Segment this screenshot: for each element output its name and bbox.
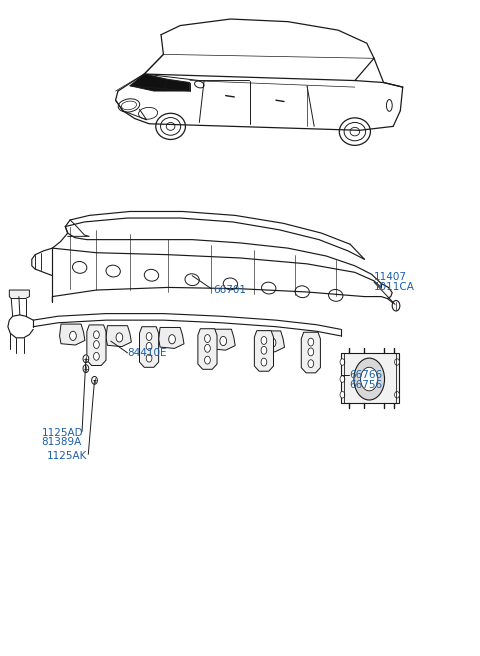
Ellipse shape	[295, 286, 310, 298]
Polygon shape	[254, 331, 274, 371]
Ellipse shape	[339, 118, 371, 146]
Polygon shape	[60, 324, 85, 345]
Circle shape	[204, 356, 210, 364]
Text: 1011CA: 1011CA	[374, 283, 415, 293]
Polygon shape	[210, 329, 235, 350]
Circle shape	[83, 355, 89, 363]
Circle shape	[340, 376, 345, 382]
Text: 66756: 66756	[349, 380, 382, 390]
Circle shape	[146, 342, 152, 350]
Ellipse shape	[144, 270, 158, 281]
Circle shape	[204, 344, 210, 352]
Text: 84410E: 84410E	[128, 348, 167, 358]
Circle shape	[94, 340, 99, 348]
Polygon shape	[9, 290, 29, 298]
Text: 66766: 66766	[349, 370, 382, 380]
Polygon shape	[259, 331, 285, 352]
Circle shape	[261, 337, 267, 344]
Circle shape	[261, 346, 267, 354]
Circle shape	[146, 354, 152, 362]
Circle shape	[308, 359, 314, 367]
Circle shape	[340, 359, 345, 365]
Ellipse shape	[72, 262, 87, 274]
Circle shape	[70, 331, 76, 340]
Ellipse shape	[262, 282, 276, 294]
Circle shape	[308, 338, 314, 346]
Circle shape	[94, 331, 99, 338]
Circle shape	[308, 348, 314, 356]
Circle shape	[395, 392, 399, 398]
Circle shape	[146, 333, 152, 340]
Polygon shape	[340, 353, 399, 403]
Text: 1125AK: 1125AK	[47, 451, 87, 461]
Polygon shape	[87, 325, 106, 365]
Polygon shape	[130, 74, 190, 91]
Text: 81389A: 81389A	[41, 437, 82, 447]
Circle shape	[340, 392, 345, 398]
Polygon shape	[198, 329, 217, 369]
Circle shape	[116, 333, 123, 342]
Circle shape	[261, 358, 267, 366]
Text: 1125AD: 1125AD	[41, 428, 83, 438]
Ellipse shape	[185, 274, 199, 285]
Circle shape	[220, 337, 227, 346]
Text: 11407: 11407	[374, 272, 407, 282]
Polygon shape	[140, 327, 158, 367]
Polygon shape	[301, 332, 321, 373]
Ellipse shape	[106, 265, 120, 277]
Circle shape	[92, 377, 97, 384]
Ellipse shape	[156, 113, 185, 140]
Ellipse shape	[223, 278, 238, 290]
Ellipse shape	[328, 289, 343, 301]
Circle shape	[392, 300, 400, 311]
Circle shape	[83, 365, 89, 373]
Circle shape	[168, 335, 175, 344]
Circle shape	[354, 358, 384, 400]
Polygon shape	[106, 325, 132, 346]
Polygon shape	[158, 327, 184, 348]
Circle shape	[395, 359, 399, 365]
Circle shape	[360, 367, 378, 391]
Circle shape	[269, 338, 276, 347]
Circle shape	[94, 352, 99, 360]
Circle shape	[204, 335, 210, 342]
Text: 66701: 66701	[214, 285, 247, 295]
